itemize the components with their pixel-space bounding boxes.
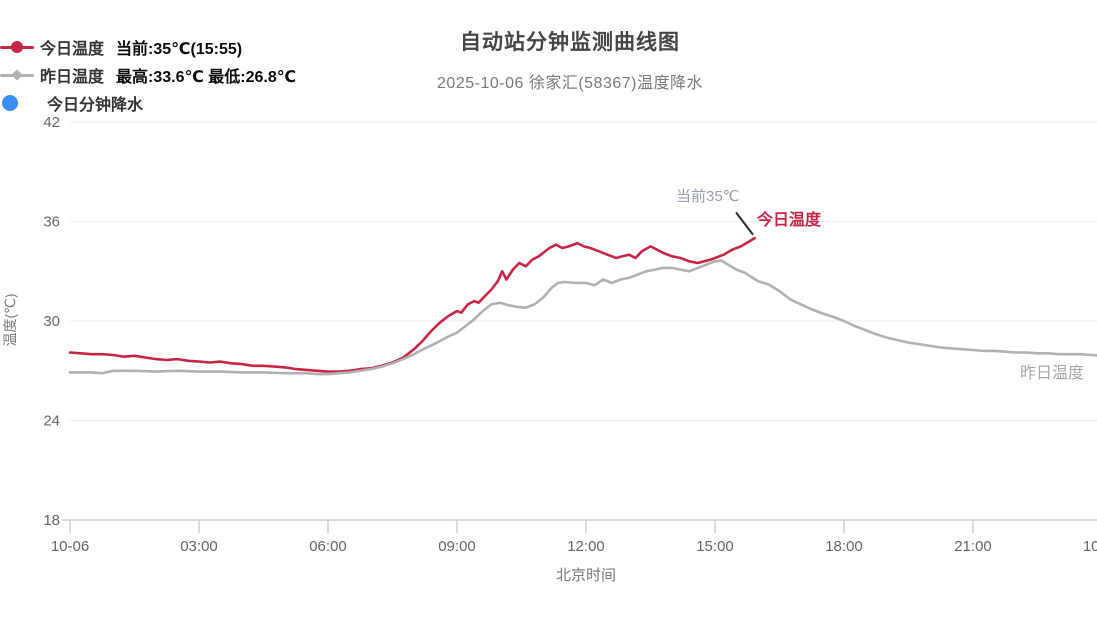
x-tick-label: 03:00 [180, 538, 218, 555]
y-tick-label: 30 [43, 313, 60, 330]
today-temp-line-marker-icon [0, 39, 34, 55]
x-tick-label: 15:00 [696, 538, 734, 555]
legend-value-max-min-temp: 最高:33.6℃ 最低:26.8℃ [116, 69, 297, 86]
y-tick-label: 42 [43, 114, 60, 131]
x-tick-label: 06:00 [309, 538, 347, 555]
x-axis-title: 北京时间 [555, 567, 617, 584]
x-tick-label: 10-06 [51, 538, 89, 555]
today-series-end-label: 今日温度 [757, 212, 822, 229]
y-tick-label: 24 [43, 413, 60, 430]
y-tick-label: 18 [43, 512, 60, 529]
legend-item-yesterday-temp[interactable]: 昨日温度 最高:33.6℃ 最低:26.8℃ [0, 61, 296, 89]
yesterday-series-end-label: 昨日温度 [1020, 365, 1085, 382]
series-line-yesterday[interactable] [68, 259, 1097, 376]
chart-title: 自动站分钟监测曲线图 [459, 31, 680, 54]
chart-header: 自动站分钟监测曲线图 2025-10-06 徐家汇(58367)温度降水 [437, 26, 703, 93]
series-line-today[interactable] [68, 236, 756, 373]
legend-item-today-precip[interactable]: 今日分钟降水 [0, 89, 296, 117]
x-tick-label: 10-07 [1083, 538, 1097, 555]
legend: 今日温度 当前:35℃(15:55) 昨日温度 最高:33.6℃ 最低:26.8… [0, 33, 296, 117]
x-tick-label: 09:00 [438, 538, 476, 555]
x-tick-label: 12:00 [567, 538, 605, 555]
precip-circle-marker-icon [0, 95, 34, 111]
current-temp-annotation: 当前35℃ [676, 188, 740, 205]
y-axis-title: 温度(℃) [2, 293, 18, 347]
y-tick-label: 36 [43, 214, 60, 231]
yesterday-temp-line-marker-icon [0, 67, 34, 83]
legend-value-current-temp: 当前:35℃(15:55) [116, 41, 243, 58]
legend-label-today-temp: 今日温度 [40, 41, 105, 58]
legend-label-yesterday-temp: 昨日温度 [40, 69, 105, 86]
chart-subtitle: 2025-10-06 徐家汇(58367)温度降水 [437, 75, 703, 92]
x-tick-label: 21:00 [954, 538, 992, 555]
x-tick-label: 18:00 [825, 538, 863, 555]
legend-label-today-precip: 今日分钟降水 [47, 97, 144, 114]
legend-item-today-temp[interactable]: 今日温度 当前:35℃(15:55) [0, 33, 296, 61]
current-temp-arrow [735, 212, 754, 236]
